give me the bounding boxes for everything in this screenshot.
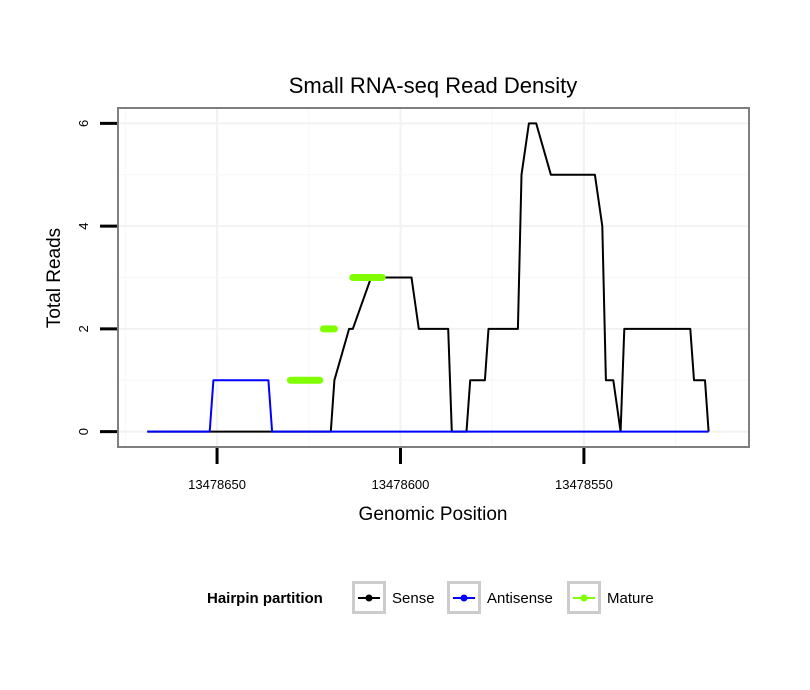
y-tick-label: 4	[76, 222, 91, 229]
legend-title: Hairpin partition	[207, 590, 323, 607]
legend-item-antisense: Antisense	[447, 581, 553, 614]
legend-label: Mature	[607, 590, 654, 607]
x-axis-title: Genomic Position	[359, 504, 508, 525]
x-axis: 13478650 13478600 13478550	[188, 448, 613, 492]
chart-title: Small RNA-seq Read Density	[289, 73, 578, 98]
series-line-antisense	[147, 379, 709, 433]
legend: Hairpin partition Sense Antisense Mature	[207, 581, 654, 614]
legend-key-point	[365, 594, 373, 602]
x-tick-label: 13478600	[372, 477, 430, 492]
legend-key-point	[580, 594, 588, 602]
x-tick-label: 13478650	[188, 477, 246, 492]
y-tick-label: 2	[76, 325, 91, 332]
plot-panel	[117, 107, 750, 448]
data-series	[147, 122, 710, 433]
legend-items: Sense Antisense Mature	[352, 581, 654, 614]
panel-border	[117, 107, 750, 448]
y-axis: 0 2 4 6	[76, 120, 117, 435]
legend-item-mature: Mature	[567, 581, 654, 614]
y-axis-title: Total Reads	[44, 228, 65, 328]
y-tick-label: 6	[76, 120, 91, 127]
legend-label: Sense	[392, 590, 435, 607]
series-line-sense	[147, 122, 710, 433]
legend-key-point	[460, 594, 468, 602]
x-tick-label: 13478550	[555, 477, 613, 492]
legend-item-sense: Sense	[352, 581, 435, 614]
legend-label: Antisense	[487, 590, 553, 607]
y-tick-label: 0	[76, 428, 91, 435]
